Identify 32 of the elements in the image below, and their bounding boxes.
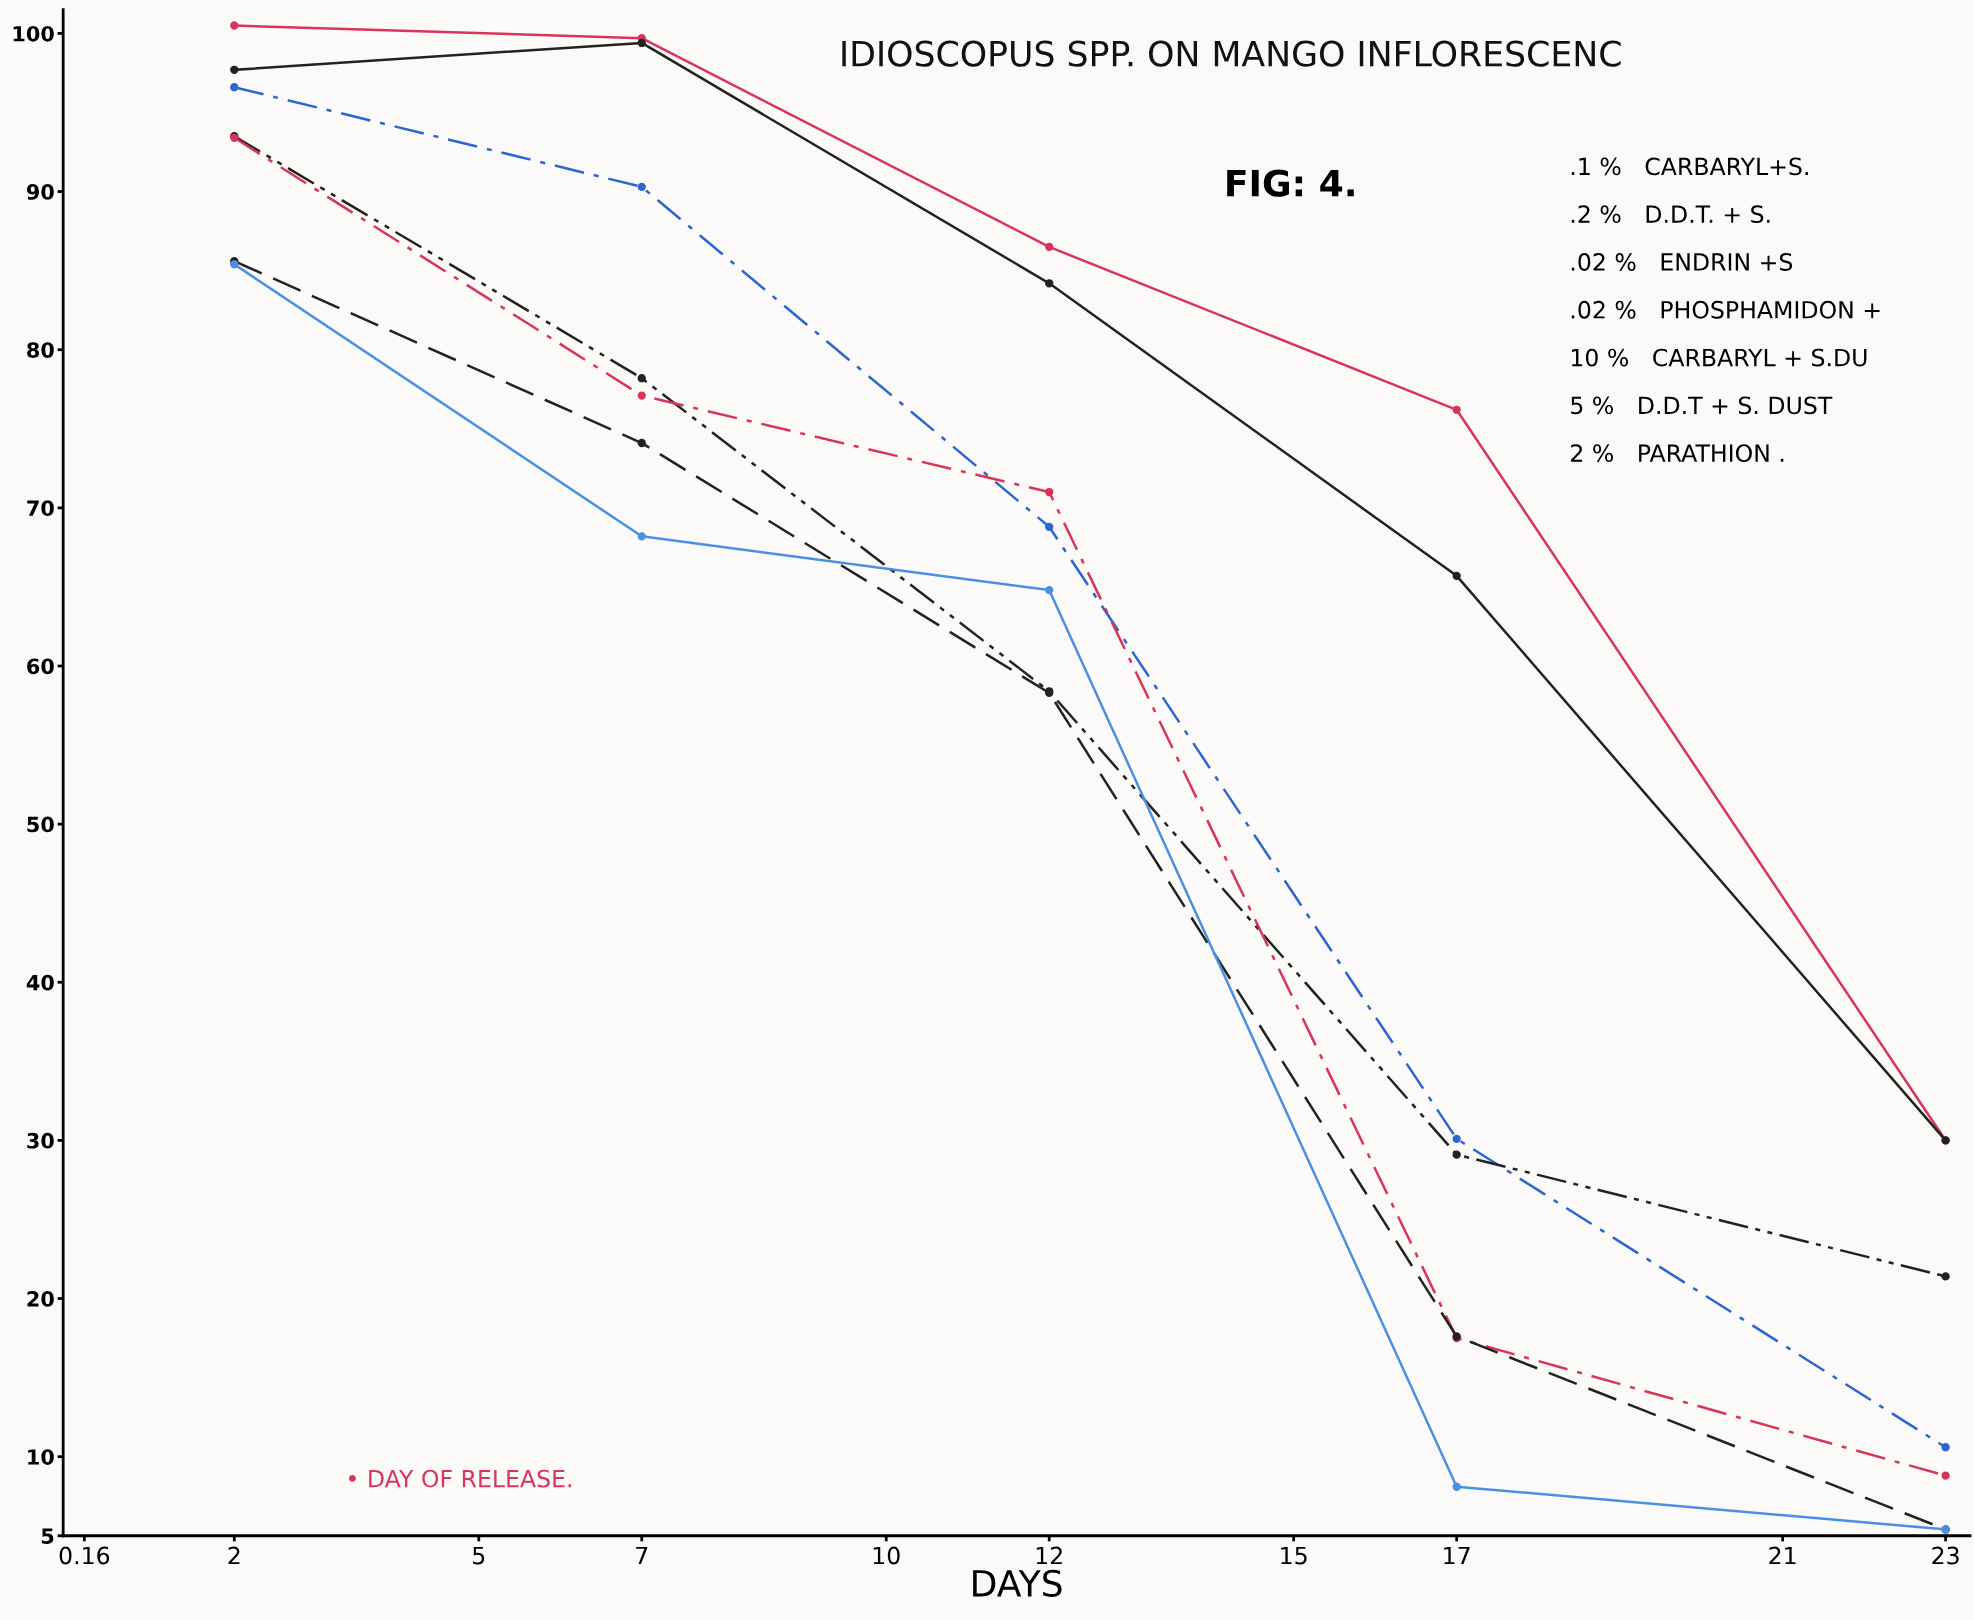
annotation: 5 % D.D.T + S. DUST [1571,396,1833,415]
annotation: 10 % CARBARYL + S.DU [1571,348,1867,367]
x-tick-label: 12 [1036,1546,1062,1565]
annotation: .1 % CARBARYL+S. [1571,157,1808,176]
x-tick-label: 0.16 [59,1546,110,1565]
x-tick-label: 5 [473,1546,485,1565]
annotation: • DAY OF RELEASE. [348,1469,571,1488]
x-tick-label: 2 [228,1546,240,1565]
y-tick-label: 80 [27,342,54,358]
y-tick-label: 50 [27,816,54,833]
y-tick-label: 40 [26,974,54,991]
x-tick-label: 21 [1769,1546,1796,1565]
annotation: .02 % PHOSPHAMIDON + [1571,300,1880,319]
annotation: FIG: 4. [1227,169,1354,197]
annotation: .2 % D.D.T. + S. [1571,205,1770,224]
x-tick-label: 23 [1932,1546,1959,1565]
x-tick-label: 17 [1444,1546,1470,1565]
y-tick-label: 60 [27,658,54,675]
x-tick-label: 7 [636,1546,648,1565]
y-tick-label: 10 [28,1449,54,1465]
x-tick-label: 15 [1281,1546,1307,1565]
annotation: 2 % PARATHION . [1571,444,1784,463]
y-tick-label: 70 [27,500,54,517]
y-tick-label: 90 [26,184,54,200]
y-tick-label: 20 [27,1291,54,1307]
x-axis-title: DAYS [973,1569,1062,1597]
y-tick-label: 100 [13,25,54,42]
annotation: .02 % ENDRIN +S [1571,253,1793,271]
text: IDIOSCOPUS SPP. ON MANGO INFLORESCENC [842,40,1621,67]
y-tick-label: 30 [27,1132,54,1149]
x-tick-label: 10 [873,1546,900,1565]
y-tick-label: 5 [41,1528,54,1544]
